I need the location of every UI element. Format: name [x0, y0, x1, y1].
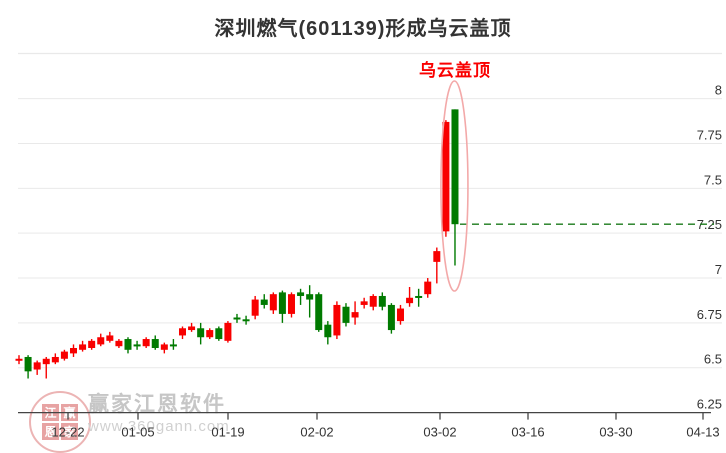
price-axis-label: 6.75	[697, 307, 722, 322]
candle-body	[88, 340, 96, 349]
candle-body	[424, 281, 432, 295]
x-axis-label: 03-16	[511, 425, 544, 440]
candle-body	[342, 306, 350, 323]
price-axis-label: 7.75	[697, 127, 722, 142]
candle-body	[151, 339, 159, 349]
price-axis-label: 6.5	[704, 352, 722, 367]
candle-body	[433, 251, 441, 262]
price-axis-label: 7.25	[697, 217, 722, 232]
candle-body	[278, 292, 286, 314]
candle-body	[442, 121, 450, 232]
candle-body	[297, 292, 305, 296]
x-axis-label: 01-19	[211, 425, 244, 440]
candle-body	[15, 358, 23, 361]
watermark-url-text: www.360gann.com	[88, 418, 230, 435]
candle-body	[106, 335, 114, 341]
candle-body	[333, 304, 341, 336]
candle-body	[351, 312, 359, 318]
x-axis-label: 12-22	[51, 425, 84, 440]
candle-body	[269, 294, 277, 311]
candle-body	[451, 109, 459, 225]
candle-body	[178, 328, 186, 336]
candle-body	[324, 324, 332, 338]
chart-title: 深圳燃气(601139)形成乌云盖顶	[214, 18, 512, 40]
candle-body	[215, 328, 223, 340]
watermark-brand-text: 赢家江恩软件	[88, 393, 226, 416]
candle-body	[315, 294, 323, 331]
candle-body	[360, 301, 368, 305]
candle-body	[60, 351, 68, 359]
candle-body	[387, 304, 395, 331]
x-axis-label: 04-13	[686, 425, 719, 440]
candle-body	[197, 328, 205, 338]
candle-body	[24, 356, 32, 372]
price-axis-label: 6.25	[697, 397, 722, 412]
candle-body	[42, 358, 50, 365]
candle-body	[415, 295, 423, 298]
candle-body	[160, 344, 168, 350]
pattern-annotation-label: 乌云盖顶	[419, 61, 491, 80]
candle-body	[233, 317, 241, 320]
x-axis-label: 03-30	[599, 425, 632, 440]
candle-body	[142, 339, 150, 347]
candle-body	[97, 337, 105, 345]
x-axis-label: 01-05	[121, 425, 154, 440]
candle-body	[115, 340, 123, 347]
highlight-ellipse	[440, 80, 469, 292]
candle-body	[396, 308, 404, 322]
x-axis-label: 03-02	[423, 425, 456, 440]
candle-body	[406, 297, 414, 304]
candle-body	[33, 362, 41, 370]
candle-body	[287, 294, 295, 314]
candle-body	[369, 295, 377, 307]
candle-body	[251, 299, 259, 316]
candle-body	[188, 326, 196, 331]
price-axis-label: 8	[715, 83, 722, 98]
candle-body	[133, 344, 141, 347]
candle-body	[124, 339, 132, 350]
candle-body	[242, 319, 250, 322]
candle-body	[69, 348, 77, 354]
watermark-stamp-char: 家	[61, 423, 78, 440]
candle-body	[51, 356, 59, 363]
candle-body	[206, 330, 214, 338]
candle-body	[79, 344, 87, 350]
candle-body	[378, 295, 386, 307]
price-axis-label: 7	[715, 262, 722, 277]
candle-body	[224, 322, 232, 341]
candle-body	[169, 344, 177, 347]
watermark-stamp-grid: 江赢恩家	[42, 404, 78, 440]
watermark-stamp-char: 恩	[42, 423, 59, 440]
x-axis-label: 02-02	[300, 425, 333, 440]
price-axis-label: 7.5	[704, 172, 722, 187]
candle-body	[260, 299, 268, 305]
watermark-stamp-icon: 江赢恩家	[29, 391, 91, 453]
candle-body	[306, 294, 314, 300]
